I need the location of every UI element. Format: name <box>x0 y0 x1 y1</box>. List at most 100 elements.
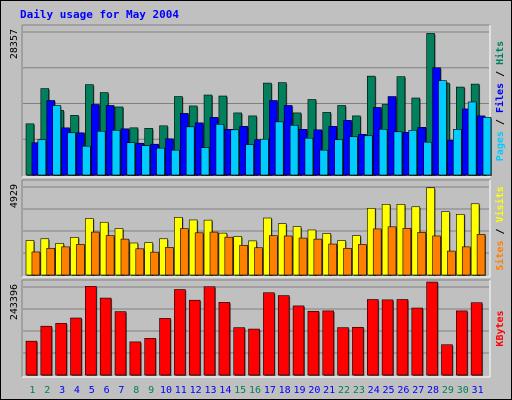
bar-kbytes-day-16 <box>248 328 260 376</box>
bar-sites-day-25 <box>387 226 397 276</box>
bar-kbytes-day-14 <box>218 302 231 376</box>
y-max-label: 28357 <box>9 29 20 59</box>
bar-pages-day-26 <box>408 129 418 176</box>
bar-kbytes-day-2 <box>40 325 53 376</box>
x-tick-label-2: 2 <box>44 385 50 396</box>
series-pages <box>37 80 492 176</box>
legend-visits: Visits <box>494 186 506 222</box>
bar-pages-day-24 <box>378 129 388 176</box>
bar-sites-day-22 <box>343 247 352 276</box>
bar-sites-day-11 <box>180 228 189 276</box>
panel-visits-sites: 4929 Sites / Visits <box>9 179 506 278</box>
bar-pages-day-29 <box>453 129 462 176</box>
bar-sites-day-1 <box>31 251 41 276</box>
bar-kbytes-day-25 <box>381 299 394 376</box>
x-tick-label-16: 16 <box>249 385 261 396</box>
x-tick-label-9: 9 <box>148 385 154 396</box>
panel-kbytes: 243396 KBytes <box>9 279 506 378</box>
bar-kbytes-day-19 <box>292 305 305 376</box>
bar-sites-day-14 <box>224 236 234 276</box>
x-tick-label-8: 8 <box>133 385 139 396</box>
bar-sites-day-30 <box>461 246 471 276</box>
x-tick-label-5: 5 <box>89 385 95 396</box>
x-tick-label-23: 23 <box>353 385 365 396</box>
x-tick-label-11: 11 <box>175 385 187 396</box>
bar-kbytes-day-13 <box>203 286 216 376</box>
bar-pages-day-8 <box>141 145 150 176</box>
bar-pages-day-3 <box>67 132 76 176</box>
x-tick-label-17: 17 <box>264 385 276 396</box>
x-tick-label-22: 22 <box>338 385 350 396</box>
bar-pages-day-17 <box>274 121 284 176</box>
bar-pages-day-27 <box>423 141 432 176</box>
bar-sites-day-17 <box>269 235 278 276</box>
panel-hits-files-pages: 28357 Pages / Files / Hits <box>9 24 506 178</box>
bar-pages-day-7 <box>126 142 136 176</box>
bar-kbytes-day-23 <box>352 326 364 376</box>
bar-kbytes-day-27 <box>411 307 423 376</box>
bar-pages-day-20 <box>319 149 329 176</box>
bar-kbytes-day-10 <box>159 318 171 376</box>
y-max-label: 243396 <box>9 284 20 320</box>
bar-kbytes-day-26 <box>396 299 409 376</box>
x-tick-label-20: 20 <box>308 385 320 396</box>
bar-pages-day-14 <box>230 129 239 176</box>
bar-kbytes-day-8 <box>129 341 142 376</box>
bar-sites-day-20 <box>313 238 323 276</box>
bar-sites-day-21 <box>328 243 337 276</box>
bar-sites-day-8 <box>135 248 145 276</box>
bar-kbytes-day-9 <box>144 338 156 376</box>
bar-sites-day-6 <box>105 235 115 276</box>
x-tick-label-3: 3 <box>59 385 65 396</box>
bar-pages-day-6 <box>111 129 121 176</box>
bar-kbytes-day-24 <box>366 299 379 376</box>
bar-sites-day-31 <box>476 234 486 276</box>
bar-pages-day-15 <box>245 144 254 176</box>
bar-pages-day-19 <box>304 137 314 176</box>
bar-sites-day-24 <box>372 228 382 276</box>
bar-pages-day-23 <box>364 135 373 176</box>
x-tick-label-6: 6 <box>104 385 110 396</box>
bar-kbytes-day-20 <box>307 310 320 376</box>
bar-pages-day-5 <box>96 130 106 176</box>
bar-visits-day-28 <box>426 187 435 276</box>
bar-pages-day-11 <box>185 126 195 176</box>
bar-sites-day-4 <box>76 244 85 276</box>
bar-sites-day-9 <box>150 251 159 276</box>
series-sites <box>31 226 487 276</box>
bar-kbytes-day-11 <box>174 289 186 376</box>
bar-kbytes-day-7 <box>114 311 127 376</box>
x-tick-label-24: 24 <box>368 385 380 396</box>
bar-sites-day-28 <box>432 235 441 276</box>
x-tick-label-31: 31 <box>472 385 484 396</box>
x-tick-label-27: 27 <box>412 385 424 396</box>
series-files <box>31 67 487 176</box>
bar-kbytes-day-30 <box>456 310 468 376</box>
x-tick-label-14: 14 <box>219 385 231 396</box>
bar-sites-day-23 <box>358 244 367 276</box>
x-tick-label-26: 26 <box>397 385 409 396</box>
bar-sites-day-19 <box>298 237 308 276</box>
bar-kbytes-day-17 <box>263 292 275 376</box>
bar-pages-day-4 <box>82 145 91 176</box>
bar-pages-day-16 <box>260 138 269 176</box>
bar-kbytes-day-5 <box>85 286 97 376</box>
bar-visits-day-30 <box>456 214 465 276</box>
bar-kbytes-day-3 <box>55 323 67 376</box>
bar-sites-day-26 <box>402 228 412 276</box>
legend-separator: / <box>495 222 506 240</box>
x-tick-label-12: 12 <box>190 385 202 396</box>
bar-sites-day-5 <box>90 231 100 276</box>
x-tick-label-19: 19 <box>293 385 305 396</box>
legend-hits: Hits <box>494 41 506 65</box>
bar-kbytes-day-29 <box>441 344 453 376</box>
bar-kbytes-day-4 <box>70 317 82 376</box>
x-tick-label-21: 21 <box>323 385 335 396</box>
bar-kbytes-day-1 <box>25 340 38 376</box>
bar-sites-day-13 <box>209 231 219 276</box>
x-tick-label-29: 29 <box>442 385 454 396</box>
bar-pages-day-25 <box>393 131 403 176</box>
bar-kbytes-day-22 <box>337 327 349 376</box>
bar-sites-day-3 <box>61 246 70 276</box>
